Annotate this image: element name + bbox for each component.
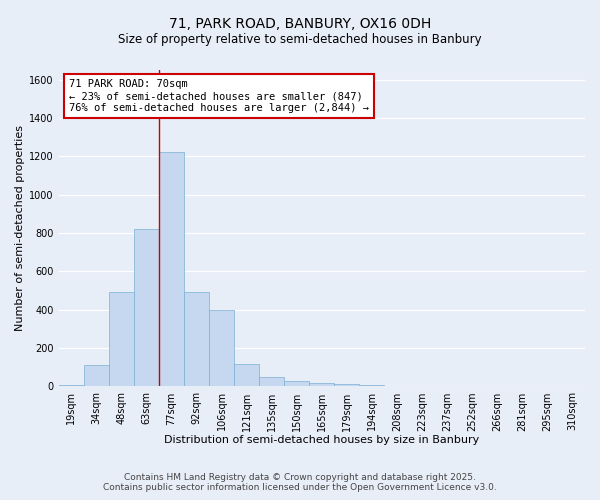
Bar: [309, 382, 334, 386]
Bar: [259, 377, 284, 386]
Bar: [234, 364, 259, 386]
Text: 71 PARK ROAD: 70sqm
← 23% of semi-detached houses are smaller (847)
76% of semi-: 71 PARK ROAD: 70sqm ← 23% of semi-detach…: [69, 80, 369, 112]
Text: 71, PARK ROAD, BANBURY, OX16 0DH: 71, PARK ROAD, BANBURY, OX16 0DH: [169, 18, 431, 32]
Bar: [109, 292, 134, 386]
Bar: [209, 310, 234, 386]
Bar: [334, 384, 359, 386]
Text: Contains HM Land Registry data © Crown copyright and database right 2025.: Contains HM Land Registry data © Crown c…: [124, 472, 476, 482]
Bar: [59, 384, 84, 386]
Text: Contains public sector information licensed under the Open Government Licence v3: Contains public sector information licen…: [103, 484, 497, 492]
Bar: [284, 380, 309, 386]
Bar: [134, 229, 159, 386]
Text: Size of property relative to semi-detached houses in Banbury: Size of property relative to semi-detach…: [118, 32, 482, 46]
Bar: [84, 366, 109, 386]
Bar: [159, 152, 184, 386]
Bar: [359, 384, 385, 386]
Y-axis label: Number of semi-detached properties: Number of semi-detached properties: [15, 125, 25, 331]
X-axis label: Distribution of semi-detached houses by size in Banbury: Distribution of semi-detached houses by …: [164, 435, 479, 445]
Bar: [184, 292, 209, 386]
